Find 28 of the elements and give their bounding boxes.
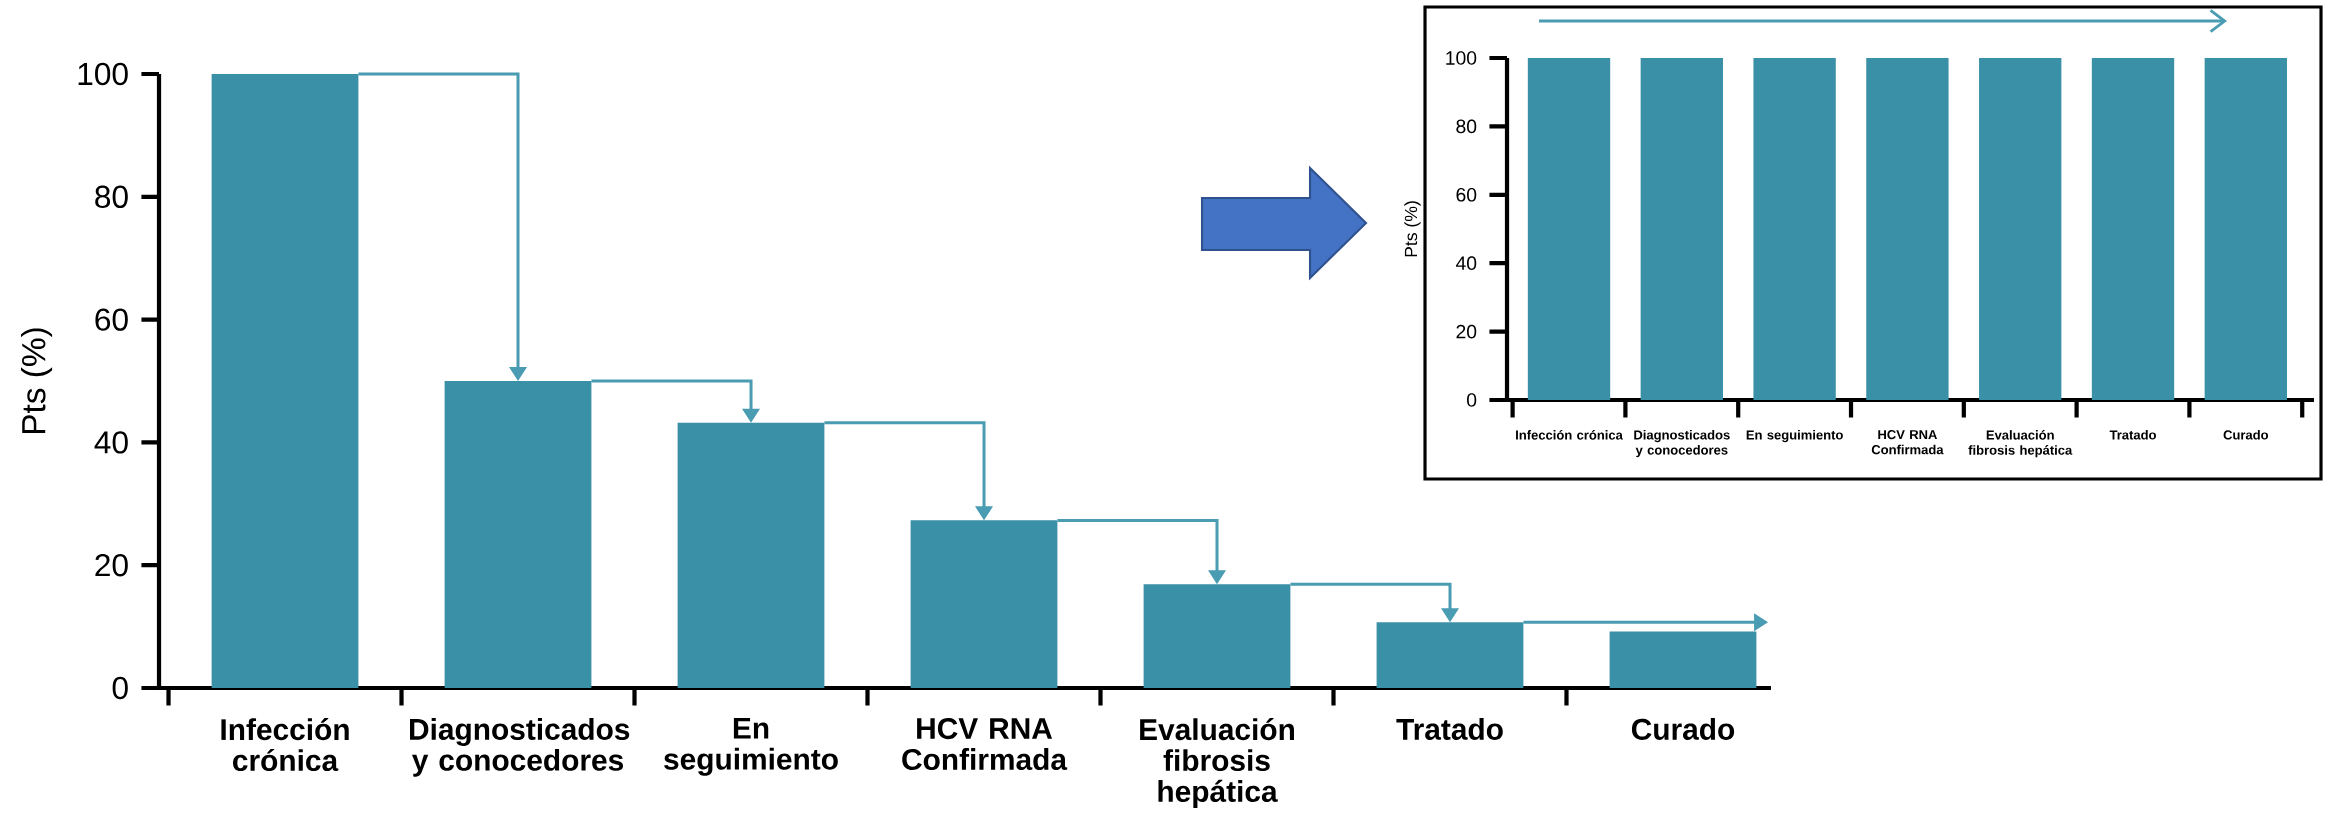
- x-tick-label: Tratado: [2109, 429, 2156, 440]
- x-tick-label: Evaluación fibrosis hepática: [1140, 717, 1294, 808]
- x-tick-label: HCV RNA Confirmada: [1871, 429, 1944, 455]
- y-tick-label: 80: [95, 185, 128, 209]
- x-tick-label: Curado: [2223, 429, 2269, 440]
- x-tick-label: Infección crónica: [221, 717, 349, 772]
- y-tick-label: 20: [95, 553, 128, 577]
- x-tick-label: Evaluación fibrosis hepática: [1968, 429, 2073, 458]
- x-tick-label: En seguimiento: [1746, 429, 1843, 443]
- y-tick-label: 80: [1456, 119, 1477, 134]
- x-tick-label: Diagnosticados y conocedores: [1634, 429, 1730, 458]
- x-tick-label: HCV RNA Confirmada: [902, 718, 1068, 771]
- y-tick-label: 100: [78, 62, 128, 86]
- x-tick-label: Infección crónica: [1516, 429, 1623, 440]
- y-tick-label: 0: [112, 676, 128, 700]
- y-tick-label: 40: [94, 431, 128, 454]
- y-tick-label: 40: [1455, 256, 1477, 271]
- y-tick-label: 20: [1456, 324, 1477, 339]
- x-tick-label: Curado: [1631, 717, 1735, 740]
- x-tick-label: Tratado: [1396, 717, 1503, 740]
- y-axis-title: Pts (%): [21, 328, 53, 433]
- y-tick-label: 0: [1467, 393, 1477, 407]
- y-axis-title: Pts (%): [1404, 201, 1421, 257]
- x-tick-label: En seguimiento: [664, 717, 838, 776]
- y-tick-label: 60: [1456, 187, 1477, 202]
- x-tick-label: Diagnosticados y conocedores: [410, 717, 630, 777]
- y-tick-label: 60: [95, 308, 128, 331]
- y-tick-label: 100: [1446, 51, 1477, 65]
